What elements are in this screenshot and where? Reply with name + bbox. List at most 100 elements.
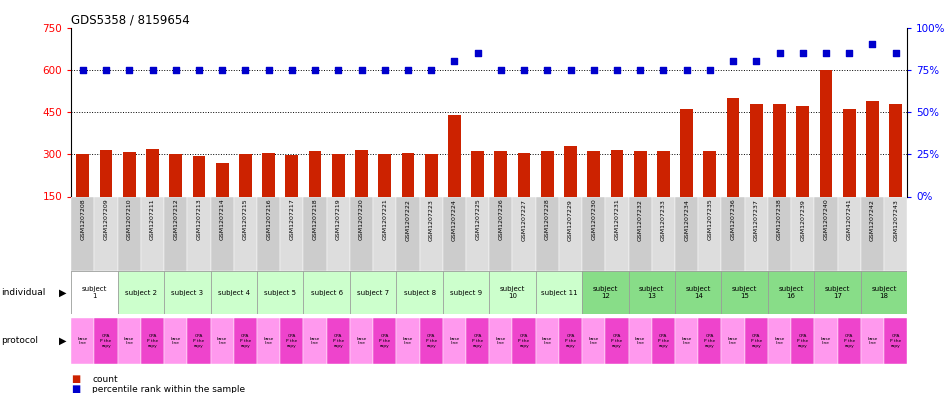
Bar bbox=[629, 271, 675, 314]
Point bbox=[261, 67, 276, 73]
Bar bbox=[303, 271, 350, 314]
Text: GSM1207222: GSM1207222 bbox=[406, 199, 410, 241]
Point bbox=[191, 67, 206, 73]
Text: GSM1207221: GSM1207221 bbox=[382, 199, 388, 241]
Bar bbox=[280, 196, 303, 271]
Bar bbox=[234, 196, 257, 271]
Bar bbox=[420, 318, 443, 364]
Text: CPA
P the
rapy: CPA P the rapy bbox=[612, 334, 622, 347]
Point bbox=[145, 67, 161, 73]
Bar bbox=[791, 318, 814, 364]
Point bbox=[702, 67, 717, 73]
Bar bbox=[814, 271, 861, 314]
Text: base
line: base line bbox=[821, 337, 831, 345]
Text: base
line: base line bbox=[78, 337, 88, 345]
Text: GSM1207228: GSM1207228 bbox=[544, 199, 550, 241]
Point bbox=[493, 67, 508, 73]
Bar bbox=[884, 318, 907, 364]
Text: protocol: protocol bbox=[1, 336, 38, 345]
Point bbox=[795, 50, 810, 56]
Text: GSM1207243: GSM1207243 bbox=[893, 199, 898, 241]
Text: GSM1207223: GSM1207223 bbox=[428, 199, 434, 241]
Bar bbox=[745, 196, 768, 271]
Bar bbox=[564, 146, 577, 239]
Text: CPA
P the
rapy: CPA P the rapy bbox=[194, 334, 204, 347]
Point bbox=[168, 67, 183, 73]
Text: CPA
P the
rapy: CPA P the rapy bbox=[797, 334, 808, 347]
Bar bbox=[187, 196, 211, 271]
Bar bbox=[629, 196, 652, 271]
Text: subject 11: subject 11 bbox=[541, 290, 578, 296]
Bar bbox=[211, 271, 257, 314]
Point bbox=[331, 67, 346, 73]
Bar bbox=[536, 196, 559, 271]
Point bbox=[99, 67, 114, 73]
Text: GSM1207237: GSM1207237 bbox=[753, 199, 759, 241]
Bar bbox=[582, 196, 605, 271]
Text: CPA
P the
rapy: CPA P the rapy bbox=[147, 334, 158, 347]
Text: CPA
P the
rapy: CPA P the rapy bbox=[472, 334, 484, 347]
Bar bbox=[118, 196, 141, 271]
Text: subject 3: subject 3 bbox=[171, 290, 203, 296]
Bar bbox=[164, 271, 211, 314]
Bar bbox=[657, 151, 670, 239]
Bar bbox=[843, 109, 856, 239]
Text: subject
18: subject 18 bbox=[871, 286, 897, 299]
Bar bbox=[378, 154, 391, 239]
Text: CPA
P the
rapy: CPA P the rapy bbox=[844, 334, 855, 347]
Text: CPA
P the
rapy: CPA P the rapy bbox=[286, 334, 297, 347]
Text: GSM1207233: GSM1207233 bbox=[661, 199, 666, 241]
Text: GSM1207226: GSM1207226 bbox=[499, 199, 504, 241]
Bar bbox=[675, 271, 721, 314]
Point bbox=[586, 67, 601, 73]
Text: GSM1207227: GSM1207227 bbox=[522, 199, 526, 241]
Text: subject 5: subject 5 bbox=[264, 290, 296, 296]
Text: GDS5358 / 8159654: GDS5358 / 8159654 bbox=[71, 14, 190, 27]
Bar bbox=[443, 318, 466, 364]
Bar bbox=[814, 196, 838, 271]
Point bbox=[308, 67, 323, 73]
Bar bbox=[141, 196, 164, 271]
Text: base
line: base line bbox=[310, 337, 320, 345]
Bar bbox=[146, 149, 159, 239]
Bar bbox=[541, 151, 554, 239]
Point bbox=[75, 67, 90, 73]
Bar bbox=[396, 196, 420, 271]
Bar bbox=[76, 154, 89, 239]
Bar bbox=[286, 155, 298, 239]
Bar bbox=[634, 151, 647, 239]
Bar bbox=[94, 196, 118, 271]
Bar bbox=[71, 271, 118, 314]
Bar bbox=[861, 271, 907, 314]
Bar bbox=[327, 196, 350, 271]
Bar bbox=[680, 109, 693, 239]
Bar bbox=[675, 318, 698, 364]
Text: ■: ■ bbox=[71, 374, 81, 384]
Bar bbox=[141, 318, 164, 364]
Bar bbox=[100, 150, 112, 239]
Text: subject 7: subject 7 bbox=[357, 290, 389, 296]
Bar bbox=[443, 271, 489, 314]
Bar bbox=[582, 318, 605, 364]
Bar bbox=[866, 101, 879, 239]
Text: GSM1207218: GSM1207218 bbox=[313, 199, 317, 241]
Bar bbox=[768, 271, 814, 314]
Text: percentile rank within the sample: percentile rank within the sample bbox=[92, 385, 245, 393]
Bar bbox=[303, 196, 327, 271]
Text: CPA
P the
rapy: CPA P the rapy bbox=[101, 334, 112, 347]
Text: GSM1207235: GSM1207235 bbox=[708, 199, 712, 241]
Point bbox=[772, 50, 788, 56]
Bar bbox=[169, 154, 182, 239]
Bar bbox=[629, 318, 652, 364]
Bar bbox=[187, 318, 211, 364]
Bar bbox=[350, 196, 373, 271]
Text: base
line: base line bbox=[774, 337, 785, 345]
Point bbox=[215, 67, 230, 73]
Text: subject 9: subject 9 bbox=[450, 290, 482, 296]
Bar bbox=[94, 318, 118, 364]
Point bbox=[864, 41, 880, 48]
Bar bbox=[257, 318, 280, 364]
Text: subject 4: subject 4 bbox=[218, 290, 250, 296]
Text: GSM1207213: GSM1207213 bbox=[197, 199, 201, 241]
Point bbox=[656, 67, 671, 73]
